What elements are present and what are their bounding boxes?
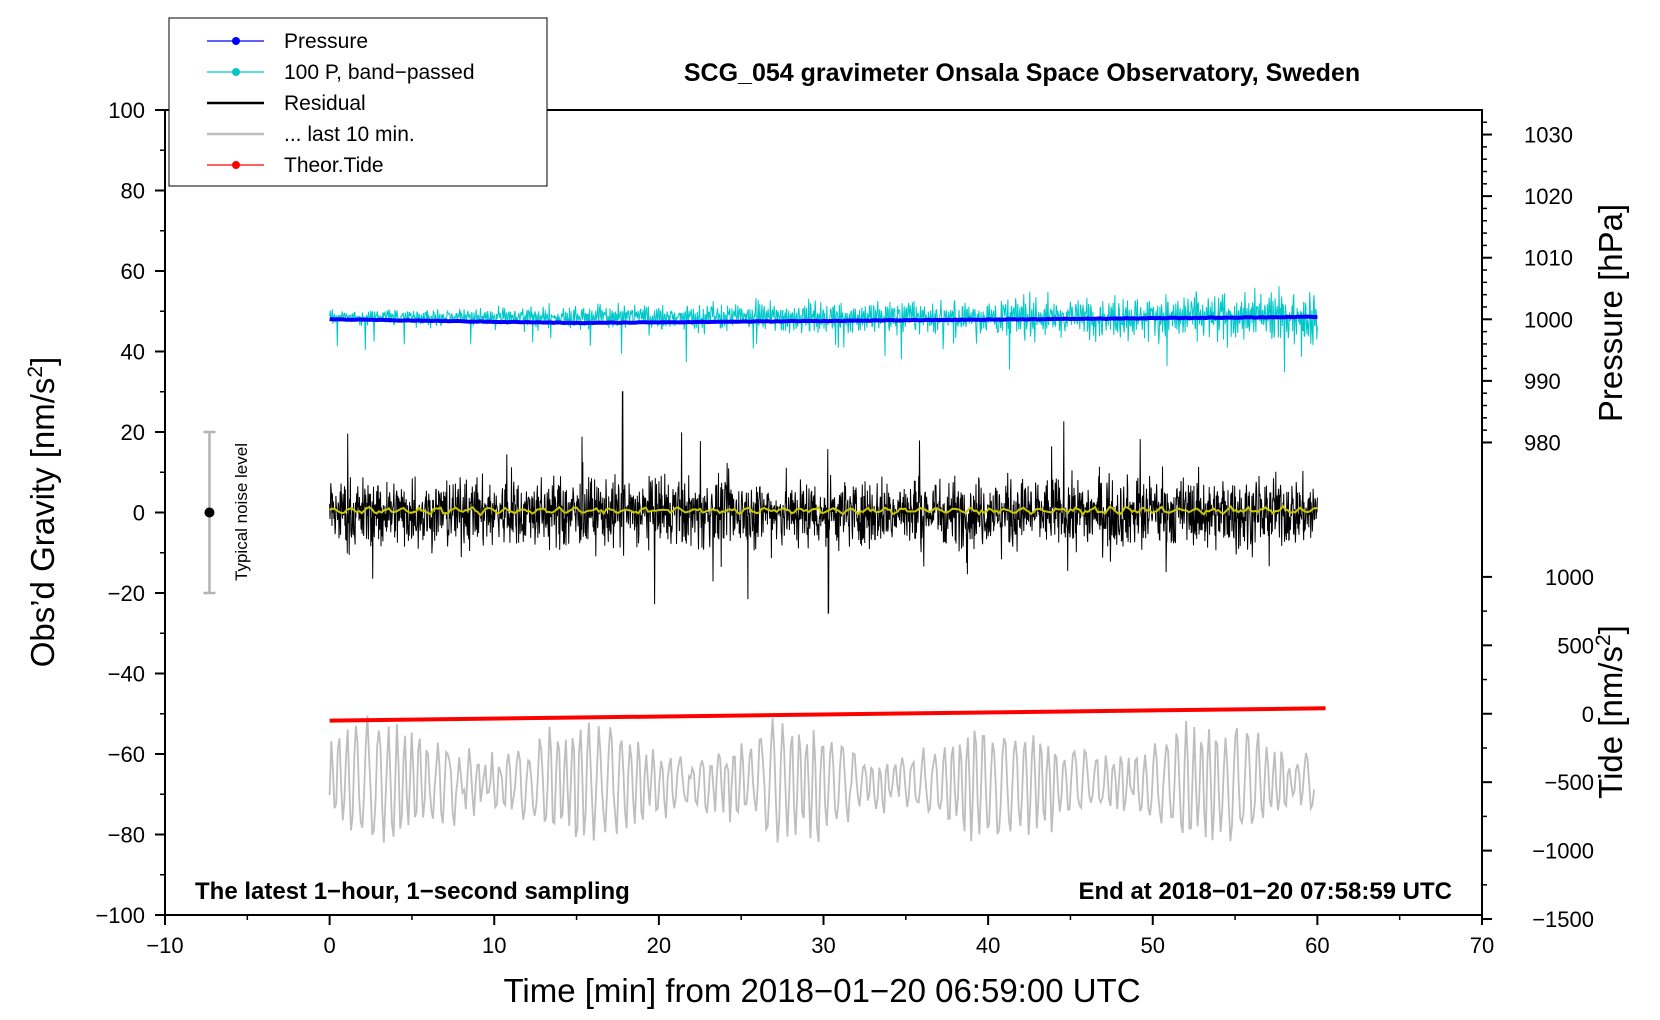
y-tick-label: 60 (121, 259, 145, 284)
legend-marker (232, 68, 240, 76)
x-tick-label: 50 (1141, 933, 1165, 958)
last-10-min-line (328, 715, 1315, 843)
pressure-tick-label: 980 (1524, 430, 1561, 455)
x-tick-label: 70 (1470, 933, 1494, 958)
residual-smoothed-line (329, 504, 1318, 517)
noise-level-label: Typical noise level (232, 443, 251, 581)
x-tick-label: 10 (482, 933, 506, 958)
y-axis-title-pressure: Pressure [hPa] (1592, 204, 1629, 422)
chart-title: SCG_054 gravimeter Onsala Space Observat… (684, 59, 1360, 87)
legend-label: Theor.Tide (284, 154, 384, 177)
y-tick-label: 20 (121, 420, 145, 445)
legend-label: ... last 10 min. (284, 123, 415, 146)
legend-label: Residual (284, 92, 366, 115)
pressure-tick-label: 990 (1524, 369, 1561, 394)
noise-level-indicator: Typical noise level (203, 430, 251, 595)
x-axis-title: Time [min] from 2018−01−20 06:59:00 UTC (503, 972, 1140, 1009)
tide-tick-label: 1000 (1545, 565, 1594, 590)
sampling-note: The latest 1−hour, 1−second sampling (195, 878, 630, 905)
tide-tick-label: 0 (1582, 702, 1594, 727)
y-tick-label: −60 (108, 742, 145, 767)
tide-tick-label: −1500 (1532, 907, 1594, 932)
x-tick-label: 20 (647, 933, 671, 958)
x-tick-label: 40 (976, 933, 1000, 958)
legend: Pressure 100 P, band−passed Residual ... la… (168, 17, 548, 187)
legend-marker (232, 161, 240, 169)
legend-label: 100 P, band−passed (284, 61, 475, 84)
legend-item: ... last 10 min. (207, 123, 415, 146)
noise-center-dot (204, 507, 215, 518)
y-axis-title-left: Obs’d Gravity [nm/s2] (24, 357, 61, 668)
y-tick-label: −80 (108, 823, 145, 848)
y-tick-label: 100 (108, 98, 145, 123)
legend-marker (232, 37, 240, 45)
y-tick-label: 80 (121, 179, 145, 204)
y-tick-label: −20 (108, 581, 145, 606)
legend-label: Pressure (284, 30, 368, 53)
legend-item: 100 P, band−passed (207, 61, 475, 84)
legend-item: Theor.Tide (207, 154, 384, 177)
pressure-tick-label: 1030 (1524, 123, 1573, 148)
pressure-tick-label: 1020 (1524, 184, 1573, 209)
x-tick-label: 0 (324, 933, 336, 958)
y-tick-label: −40 (108, 662, 145, 687)
tide-tick-label: −500 (1544, 770, 1594, 795)
theoretical-tide-line (329, 706, 1326, 723)
y-tick-label: 40 (121, 340, 145, 365)
x-tick-label: 30 (811, 933, 835, 958)
pressure-tick-label: 1010 (1524, 246, 1573, 271)
legend-item: Residual (207, 92, 366, 115)
pressure-line (329, 314, 1318, 326)
bandpassed-pressure-line (329, 286, 1318, 373)
tide-tick-label: 500 (1557, 633, 1594, 658)
tide-tick-label: −1000 (1532, 839, 1594, 864)
y-axis-title-tide: Tide [nm/s2] (1592, 625, 1629, 799)
end-time-note: End at 2018−01−20 07:58:59 UTC (1078, 878, 1452, 905)
axes: −10 0 10 20 30 40 50 60 70100806040200−20−40−60−… (95, 98, 1594, 958)
pressure-tick-label: 1000 (1524, 307, 1573, 332)
y-tick-label: 0 (133, 501, 145, 526)
legend-item: Pressure (207, 30, 368, 53)
y-tick-label: −100 (95, 903, 145, 928)
x-tick-label: −10 (146, 933, 183, 958)
x-tick-label: 60 (1305, 933, 1329, 958)
data-traces (328, 286, 1326, 843)
residual-line (329, 391, 1318, 614)
